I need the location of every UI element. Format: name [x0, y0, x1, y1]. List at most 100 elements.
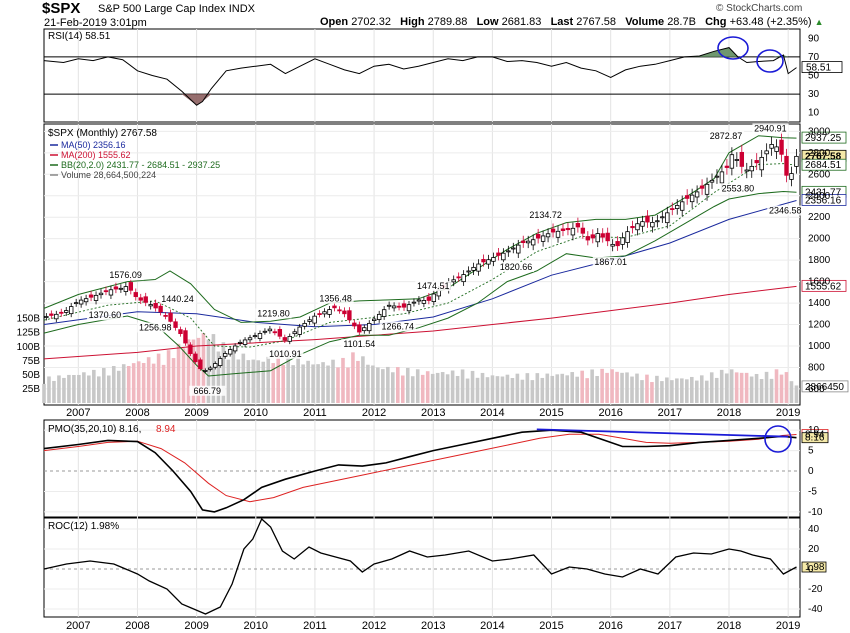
candle-body: [635, 223, 640, 231]
volume-bar: [236, 359, 241, 403]
volume-bar: [794, 385, 799, 403]
high-value: 2789.88: [427, 16, 468, 28]
volume-bar: [346, 367, 350, 403]
candle-body: [381, 309, 387, 317]
candle-body: [148, 304, 153, 307]
candle-body: [471, 266, 476, 271]
annotation-bg: [498, 261, 535, 272]
candle-body: [709, 179, 715, 183]
candle-body: [749, 165, 754, 172]
volume-bar: [515, 373, 520, 403]
candle-body: [143, 296, 148, 303]
volume-bar: [281, 364, 285, 403]
volume-bar: [709, 372, 714, 403]
volume-bar: [311, 364, 315, 403]
volume-bar: [366, 364, 370, 403]
symbol-name: S&P 500 Large Cap Index INDX: [98, 3, 255, 15]
legend-2: BB(20,2.0) 2431.77 - 2684.51 - 2937.25: [61, 160, 220, 170]
candle-body: [665, 212, 670, 224]
quote-summary: Open 2702.32 High 2789.88 Low 2681.83 La…: [320, 16, 824, 28]
candle-body: [511, 247, 516, 250]
candle-body: [282, 337, 288, 341]
candle-body: [774, 146, 779, 152]
volume-bar: [430, 373, 435, 403]
candle-body: [312, 315, 317, 324]
price-annotation-1867.01: 1867.01: [594, 257, 627, 267]
candle-body: [535, 233, 541, 239]
candle-body: [496, 252, 501, 256]
volume-bar: [82, 372, 86, 403]
volume-bar: [699, 375, 704, 403]
volume-bar: [251, 359, 256, 403]
volume-bar: [326, 365, 330, 403]
x-axis-label-bottom-2015: 2015: [539, 620, 563, 632]
volume-bar: [341, 357, 345, 403]
volume-bar: [774, 369, 779, 403]
volume-bar: [675, 378, 679, 403]
pmo-trend-line: [536, 428, 789, 438]
price-tick-2400: 2400: [808, 191, 831, 202]
volume-bar: [500, 376, 505, 403]
price-badge-2684.51: 2684.51: [805, 160, 842, 171]
candle-body: [679, 201, 685, 211]
pmo-signal-line: [43, 433, 797, 503]
candle-body: [516, 244, 521, 254]
x-axis-label-bottom-2017: 2017: [658, 620, 682, 632]
candle-body: [198, 359, 203, 370]
candle-body: [327, 309, 332, 315]
volume-bar: [759, 379, 764, 403]
roc-tick--40: -40: [808, 604, 823, 615]
price-tick-2000: 2000: [808, 234, 831, 245]
x-axis-label-bottom-2012: 2012: [362, 620, 386, 632]
volume-bar: [789, 381, 794, 403]
candle-body: [123, 286, 129, 292]
candle-body: [406, 304, 412, 312]
candle-body: [724, 165, 730, 168]
volume-bar: [57, 375, 61, 403]
price-annotation-1440.24: 1440.24: [161, 294, 194, 304]
annotation-bg: [189, 385, 226, 396]
volume-bar: [415, 369, 420, 403]
volume-bar: [131, 363, 136, 403]
candle-body: [759, 156, 764, 171]
candle-body: [451, 279, 456, 283]
volume-bar: [510, 378, 515, 403]
pmo-tick-10: 10: [808, 425, 820, 436]
price-annotation-1256.98: 1256.98: [139, 322, 172, 332]
candle-body: [481, 259, 486, 263]
pmo-badge-8.16: 8.16: [805, 433, 825, 444]
candle-body: [620, 237, 625, 245]
volume-bar: [196, 337, 201, 403]
price-tick-2800: 2800: [808, 148, 831, 159]
candle-body: [506, 250, 511, 253]
volume-bar: [296, 356, 300, 403]
volume-bar: [739, 372, 744, 403]
marks-layer: [42, 36, 849, 615]
volume-bar: [216, 351, 221, 403]
candle-body: [49, 313, 54, 316]
candle-body: [386, 304, 392, 307]
volume-bar: [445, 374, 450, 403]
volume-bar: [724, 373, 729, 403]
volume-bar: [396, 367, 400, 403]
candle-body: [342, 310, 347, 315]
volume-bar: [495, 376, 500, 403]
candle-body: [232, 345, 238, 352]
x-axis-label-bottom-2016: 2016: [598, 620, 622, 632]
candle-body: [784, 155, 789, 176]
candle-body: [138, 297, 143, 301]
candle-body: [670, 208, 675, 210]
volume-bar: [62, 377, 66, 403]
volume-bar: [111, 366, 116, 403]
volume-bar: [405, 367, 410, 403]
volume-bar: [301, 364, 305, 403]
volume-bar: [520, 379, 525, 403]
volume-badge: 2866450: [805, 382, 844, 393]
candle-body: [59, 311, 64, 314]
x-axis-label-2016: 2016: [598, 407, 622, 419]
volume-bar: [570, 372, 575, 403]
candle-body: [655, 220, 660, 223]
volume-bar: [291, 365, 295, 403]
volume-bar: [97, 376, 101, 403]
